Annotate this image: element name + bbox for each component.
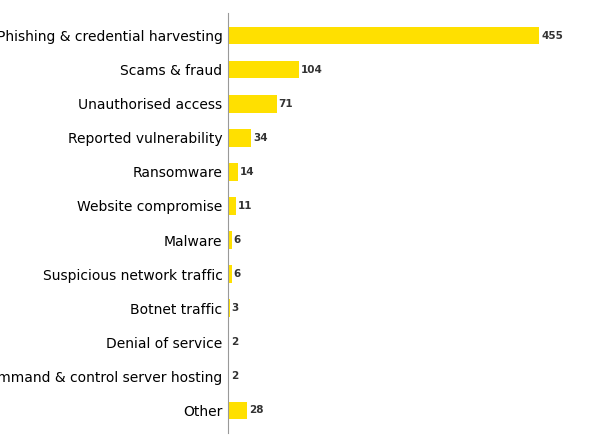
Bar: [228, 95, 277, 112]
Text: 28: 28: [249, 405, 264, 416]
Text: 34: 34: [253, 133, 268, 143]
Text: 2: 2: [231, 372, 238, 381]
Text: 455: 455: [541, 30, 563, 41]
Bar: [228, 61, 299, 78]
Text: 6: 6: [233, 269, 241, 279]
Bar: [228, 368, 229, 385]
Text: 3: 3: [232, 303, 239, 313]
Text: 2: 2: [231, 337, 238, 347]
Text: 71: 71: [278, 99, 293, 109]
Bar: [228, 401, 247, 419]
Bar: [228, 334, 229, 351]
Bar: [228, 265, 232, 283]
Bar: [228, 231, 232, 249]
Bar: [228, 163, 238, 181]
Text: 11: 11: [238, 201, 252, 211]
Bar: [228, 197, 236, 215]
Text: 6: 6: [233, 235, 241, 245]
Bar: [228, 299, 230, 317]
Text: 14: 14: [239, 167, 254, 177]
Text: 104: 104: [301, 65, 323, 74]
Bar: [228, 27, 539, 45]
Bar: [228, 129, 251, 147]
